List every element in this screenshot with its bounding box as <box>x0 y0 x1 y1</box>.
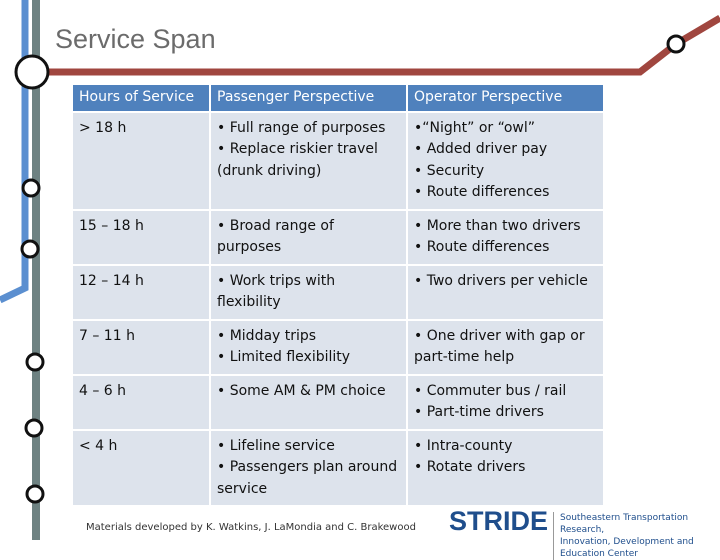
cell-line: 7 – 11 h <box>79 327 135 344</box>
cell-line: 4 – 6 h <box>79 382 127 399</box>
table-cell: •“Night” or “owl” • Added driver pay • Sec… <box>408 112 603 209</box>
header-cell: Passenger Perspective <box>211 85 406 111</box>
header-row: Hours of Service Passenger Perspective Ope… <box>73 85 603 111</box>
table-row: 15 – 18 h • Broad range of purposes • More… <box>73 210 603 264</box>
table-row: 4 – 6 h • Some AM & PM choice • Commuter b… <box>73 375 603 429</box>
cell-line: • Midday trips <box>217 327 317 344</box>
cell-line: < 4 h <box>79 437 118 454</box>
table-cell: • Midday trips • Limited flexibility <box>211 320 406 374</box>
table-cell: • Broad range of purposes <box>211 210 406 264</box>
cell-line: 15 – 18 h <box>79 217 144 234</box>
header-cell: Operator Perspective <box>408 85 603 111</box>
logo: STRIDE <box>449 506 549 536</box>
table-cell: • Some AM & PM choice <box>211 375 406 429</box>
table-cell: 12 – 14 h <box>73 265 209 319</box>
cell-line: • Intra-county <box>414 437 513 454</box>
cell-line: • Rotate drivers <box>414 459 526 475</box>
table-cell: • Intra-county • Rotate drivers <box>408 430 603 505</box>
blue-line <box>0 0 29 304</box>
station <box>14 54 50 90</box>
cell-line: • More than two drivers <box>414 217 581 234</box>
table-cell: > 18 h <box>73 112 209 209</box>
cell-line: • Passengers plan around service <box>217 459 398 497</box>
table-row: 12 – 14 h • Work trips with flexibility • … <box>73 265 603 319</box>
table-cell: 15 – 18 h <box>73 210 209 264</box>
table-cell: • Commuter bus / rail • Part-time drivers <box>408 375 603 429</box>
cell-line: • Part-time drivers <box>414 404 544 420</box>
logo-tagline: Southeastern Transportation Research, In… <box>553 512 720 560</box>
station <box>666 34 686 54</box>
station <box>21 178 41 198</box>
cell-line: • Commuter bus / rail <box>414 382 567 399</box>
table-row: 7 – 11 h • Midday trips • Limited flexibil… <box>73 320 603 374</box>
table-cell: • More than two drivers • Route differenc… <box>408 210 603 264</box>
table: Hours of Service Passenger Perspective Ope… <box>73 85 603 507</box>
cell-line: • Limited flexibility <box>217 349 351 365</box>
cell-line: • Broad range of purposes <box>217 217 334 256</box>
stations <box>14 34 686 504</box>
table-row: > 18 h • Full range of purposes • Replace … <box>73 112 603 209</box>
red-line <box>36 14 720 76</box>
cell-line: • Some AM & PM choice <box>217 382 386 399</box>
cell-line: • Work trips with flexibility <box>217 272 336 311</box>
cell-line: • Route differences <box>414 239 550 255</box>
table-cell: • Two drivers per vehicle <box>408 265 603 319</box>
cell-line: • Added driver pay <box>414 141 548 157</box>
table-cell: • Work trips with flexibility <box>211 265 406 319</box>
table-cell: • Full range of purposes • Replace riskie… <box>211 112 406 209</box>
cell-line: •“Night” or “owl” <box>414 119 535 136</box>
header-cell: Hours of Service <box>73 85 209 111</box>
cell-line: • Replace riskier travel (drunk driving) <box>217 141 378 179</box>
table-cell: • Lifeline service • Passengers plan arou… <box>211 430 406 505</box>
table-cell: < 4 h <box>73 430 209 505</box>
station <box>25 484 45 504</box>
cell-line: > 18 h <box>79 119 127 136</box>
table-row: < 4 h • Lifeline service • Passengers plan… <box>73 430 603 505</box>
cell-line: • Security <box>414 162 485 179</box>
footer: Materials developed by K. Watkins, J. La… <box>86 522 416 533</box>
cell-line: • Full range of purposes <box>217 119 386 136</box>
title: Service Span <box>55 24 216 54</box>
station <box>24 418 44 438</box>
station <box>20 239 40 259</box>
cell-line: • Lifeline service <box>217 437 335 454</box>
table-cell: • One driver with gap or part-time help <box>408 320 603 374</box>
cell-line: • Two drivers per vehicle <box>414 272 588 289</box>
tagline-line: Southeastern Transportation Research, <box>560 513 689 535</box>
cell-line: • Route differences <box>414 184 550 200</box>
cell-line: • One driver with gap or part-time help <box>414 327 585 366</box>
table-cell: 4 – 6 h <box>73 375 209 429</box>
table-cell: 7 – 11 h <box>73 320 209 374</box>
decor <box>0 0 720 540</box>
cell-line: 12 – 14 h <box>79 272 144 289</box>
station <box>25 352 45 372</box>
